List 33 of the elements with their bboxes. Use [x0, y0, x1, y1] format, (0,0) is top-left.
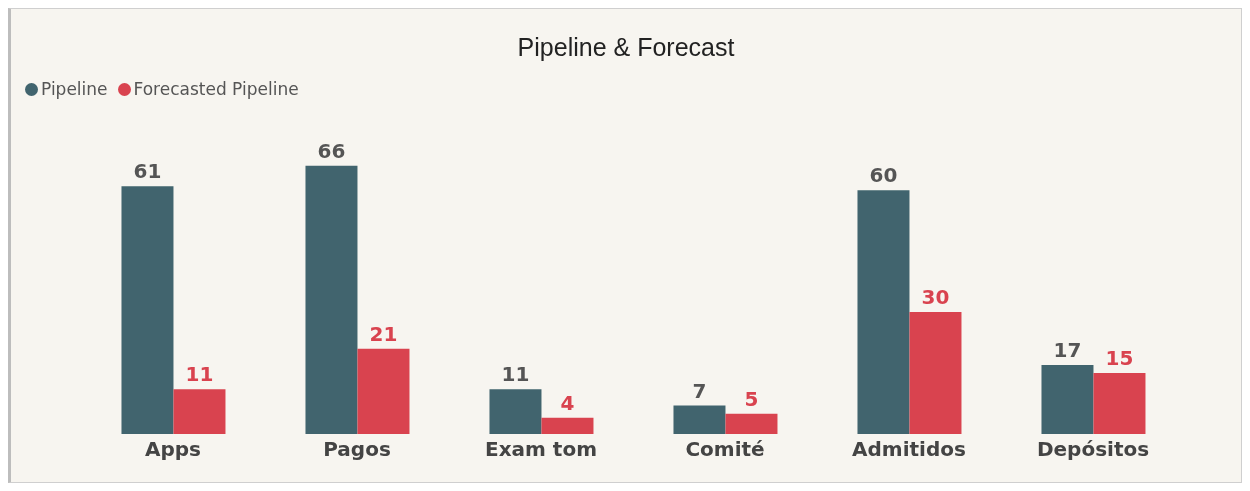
bar — [1041, 364, 1094, 434]
bar — [857, 190, 910, 434]
x-tick-label: Admitidos — [852, 437, 966, 462]
data-label: 21 — [369, 321, 398, 346]
data-label: 15 — [1105, 346, 1134, 371]
data-label: 30 — [921, 285, 950, 310]
x-tick-label: Apps — [144, 437, 202, 462]
data-label: 4 — [560, 390, 575, 415]
bar — [121, 186, 174, 434]
bar — [673, 405, 726, 434]
data-label: 11 — [501, 362, 530, 387]
legend-label: Pipeline — [40, 79, 108, 99]
bar — [489, 389, 542, 434]
chart-title: Pipeline & Forecast — [516, 33, 736, 62]
legend-label: Forecasted Pipeline — [132, 79, 299, 99]
data-label: 11 — [185, 362, 214, 387]
data-label: 66 — [317, 138, 346, 163]
x-tick-label: Pagos — [323, 437, 391, 462]
bar — [541, 417, 594, 434]
data-label: 61 — [133, 159, 162, 184]
x-tick-label: Comité — [685, 437, 765, 462]
data-label: 17 — [1053, 337, 1082, 362]
x-tick-label: Exam tom — [484, 437, 598, 462]
data-label: 5 — [744, 386, 759, 411]
data-label: 7 — [692, 378, 707, 403]
bar — [357, 348, 410, 434]
data-label: 60 — [869, 163, 898, 188]
x-tick-label: Depósitos — [1036, 437, 1150, 462]
bar — [1093, 373, 1146, 434]
bar — [305, 165, 358, 434]
bar — [909, 312, 962, 434]
bar — [725, 413, 778, 434]
bar — [173, 389, 226, 434]
